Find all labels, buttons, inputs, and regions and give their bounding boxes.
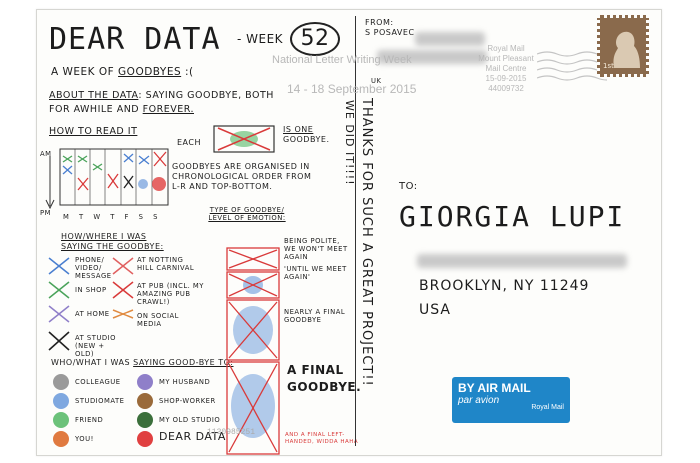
who-color-dot <box>137 431 153 447</box>
mini-week-matrix <box>59 148 169 206</box>
postmark-centre-1: Mount Pleasant <box>478 54 534 63</box>
who-color-dot <box>53 431 69 447</box>
postmark-centre-2: Mail Centre <box>485 64 527 73</box>
recipient-country: USA <box>419 302 451 318</box>
postmark-line-1: National Letter Writing Week <box>272 54 412 66</box>
type-heading-1: TYPE OF GOODBYE/ <box>209 206 285 214</box>
where-legend-marks <box>48 257 134 351</box>
where-heading: HOW/WHERE I WAS SAYING THE GOODBYE: <box>61 232 164 252</box>
to-label: TO: <box>399 181 418 192</box>
thanks-line-2: WE DID IT!!!! <box>343 100 356 186</box>
where-heading-2: SAYING THE GOODBYE: <box>61 242 164 251</box>
about-text-2: FOR AWHILE AND <box>49 104 140 115</box>
postmark-royal: Royal Mail <box>487 44 525 53</box>
is-one-goodbye: IS ONE GOODBYE. <box>283 125 330 145</box>
recipient-street-redacted <box>417 254 627 268</box>
week-label: - WEEK <box>237 32 284 46</box>
who-item-label: DEAR DATA <box>159 430 226 443</box>
postmark-line-2: 14 - 18 September 2015 <box>287 82 417 96</box>
type-item-polite: BEING POLITE, WE WON'T MEET AGAIN <box>284 237 348 261</box>
subtitle: A WEEK OF GOODBYES :( <box>51 66 194 78</box>
pm-label: PM <box>40 209 51 217</box>
how-to-read-label: HOW TO READ IT <box>49 126 138 137</box>
final-footnote: AND A FINAL LEFT-HANDED, WIDDA HAHA <box>285 432 359 445</box>
type-heading-2: LEVEL OF EMOTION: <box>208 214 286 222</box>
who-item-label: FRIEND <box>75 416 104 424</box>
subtitle-face: :( <box>184 66 194 78</box>
who-item-label: MY OLD STUDIO <box>159 416 221 424</box>
type-item-nearly: NEARLY A FINAL GOODBYE <box>284 308 346 324</box>
about-label: ABOUT THE DATA <box>49 90 139 101</box>
sender-country: UK <box>371 77 382 85</box>
who-item-label: SHOP-WORKER <box>159 397 216 405</box>
chronological-note: GOODBYES ARE ORGANISED IN CHRONOLOGICAL … <box>172 162 352 192</box>
who-color-dot <box>137 374 153 390</box>
who-item-label: STUDIOMATE <box>75 397 125 405</box>
where-item-pub: AT PUB (INCL. MY AMAZING PUB CRAWL!) <box>137 282 204 306</box>
where-item-shop: IN SHOP <box>75 286 107 294</box>
subtitle-word: GOODBYES <box>118 66 182 78</box>
who-color-dot <box>53 412 69 428</box>
sender-block: FROM: S POSAVEC <box>365 18 415 38</box>
who-color-dot <box>53 393 69 409</box>
where-heading-1: HOW/WHERE I WAS <box>61 232 147 241</box>
page-title: DEAR DATA <box>49 22 221 57</box>
goodbye-label: GOODBYE. <box>283 135 330 144</box>
order-line-1: GOODBYES ARE ORGANISED IN <box>172 162 310 171</box>
queen-silhouette-icon <box>613 31 640 69</box>
where-item-phone: PHONE/ VIDEO/ MESSAGE <box>75 256 112 280</box>
where-item-social: ON SOCIAL MEDIA <box>137 312 179 328</box>
who-color-dot <box>137 412 153 428</box>
center-divider <box>355 16 356 446</box>
who-color-dot <box>53 374 69 390</box>
sender-address-redacted <box>415 32 485 46</box>
order-line-3: L-R AND TOP-BOTTOM. <box>172 182 273 191</box>
barcode-number: 1130985251 <box>207 428 256 437</box>
from-label: FROM: <box>365 18 394 27</box>
airmail-label: BY AIR MAIL par avion Royal Mail <box>452 377 570 423</box>
about-text-1: : SAYING GOODBYE, BOTH <box>138 90 274 101</box>
postmark-block: Royal Mail Mount Pleasant Mail Centre 15… <box>471 44 541 94</box>
about-forever: FOREVER. <box>142 104 194 115</box>
type-scale-marks <box>226 247 280 455</box>
is-one-label: IS ONE <box>283 125 314 134</box>
type-item-final: A FINAL GOODBYE. <box>287 363 362 394</box>
where-item-studio: AT STUDIO (NEW + OLD) <box>75 334 116 358</box>
who-item-label: YOU! <box>75 435 94 443</box>
type-heading: TYPE OF GOODBYE/ LEVEL OF EMOTION: <box>202 206 292 222</box>
who-item-label: COLLEAGUE <box>75 378 121 386</box>
who-heading: WHO/WHAT I WAS SAYING GOOD-BYE TO: <box>51 358 234 368</box>
each-label: EACH <box>177 138 201 147</box>
weekday-labels: M T W T F S S <box>63 213 162 221</box>
sender-address-redacted-2 <box>377 50 487 64</box>
sender-name: S POSAVEC <box>365 28 415 37</box>
who-heading-2: SAYING GOOD-BYE TO: <box>133 358 234 367</box>
order-line-2: CHRONOLOGICAL ORDER FROM <box>172 172 312 181</box>
where-item-carnival: AT NOTTING HILL CARNIVAL <box>137 256 195 272</box>
postmark-code: 44009732 <box>488 84 524 93</box>
sample-goodbye-mark <box>213 125 275 153</box>
who-heading-1: WHO/WHAT I WAS <box>51 358 131 367</box>
am-label: AM <box>40 150 52 158</box>
recipient-city: BROOKLYN, NY 11249 <box>419 278 590 294</box>
who-color-dot <box>137 393 153 409</box>
postmark-date: 15-09-2015 <box>485 74 527 83</box>
thanks-line-1: THANKS FOR SUCH A GREAT PROJECT!! <box>359 98 374 387</box>
recipient-name: GIORGIA LUPI <box>399 200 626 233</box>
airmail-line-2: par avion <box>458 395 500 406</box>
type-item-until: 'UNTIL WE MEET AGAIN' <box>284 265 347 281</box>
postcard: DEAR DATA - WEEK 52 A WEEK OF GOODBYES :… <box>36 9 662 456</box>
time-arrow-icon <box>45 156 55 210</box>
stamp-value: 1st <box>603 62 614 70</box>
airmail-brand: Royal Mail <box>531 404 564 411</box>
about-the-data: ABOUT THE DATA: SAYING GOODBYE, BOTH FOR… <box>49 89 349 117</box>
who-item-label: MY HUSBAND <box>159 378 211 386</box>
where-item-home: AT HOME <box>75 310 110 318</box>
airmail-line-1: BY AIR MAIL <box>458 381 531 395</box>
subtitle-prefix: A WEEK OF <box>51 66 115 78</box>
postage-stamp: 1st <box>597 15 649 77</box>
week-number: 52 <box>290 22 340 56</box>
